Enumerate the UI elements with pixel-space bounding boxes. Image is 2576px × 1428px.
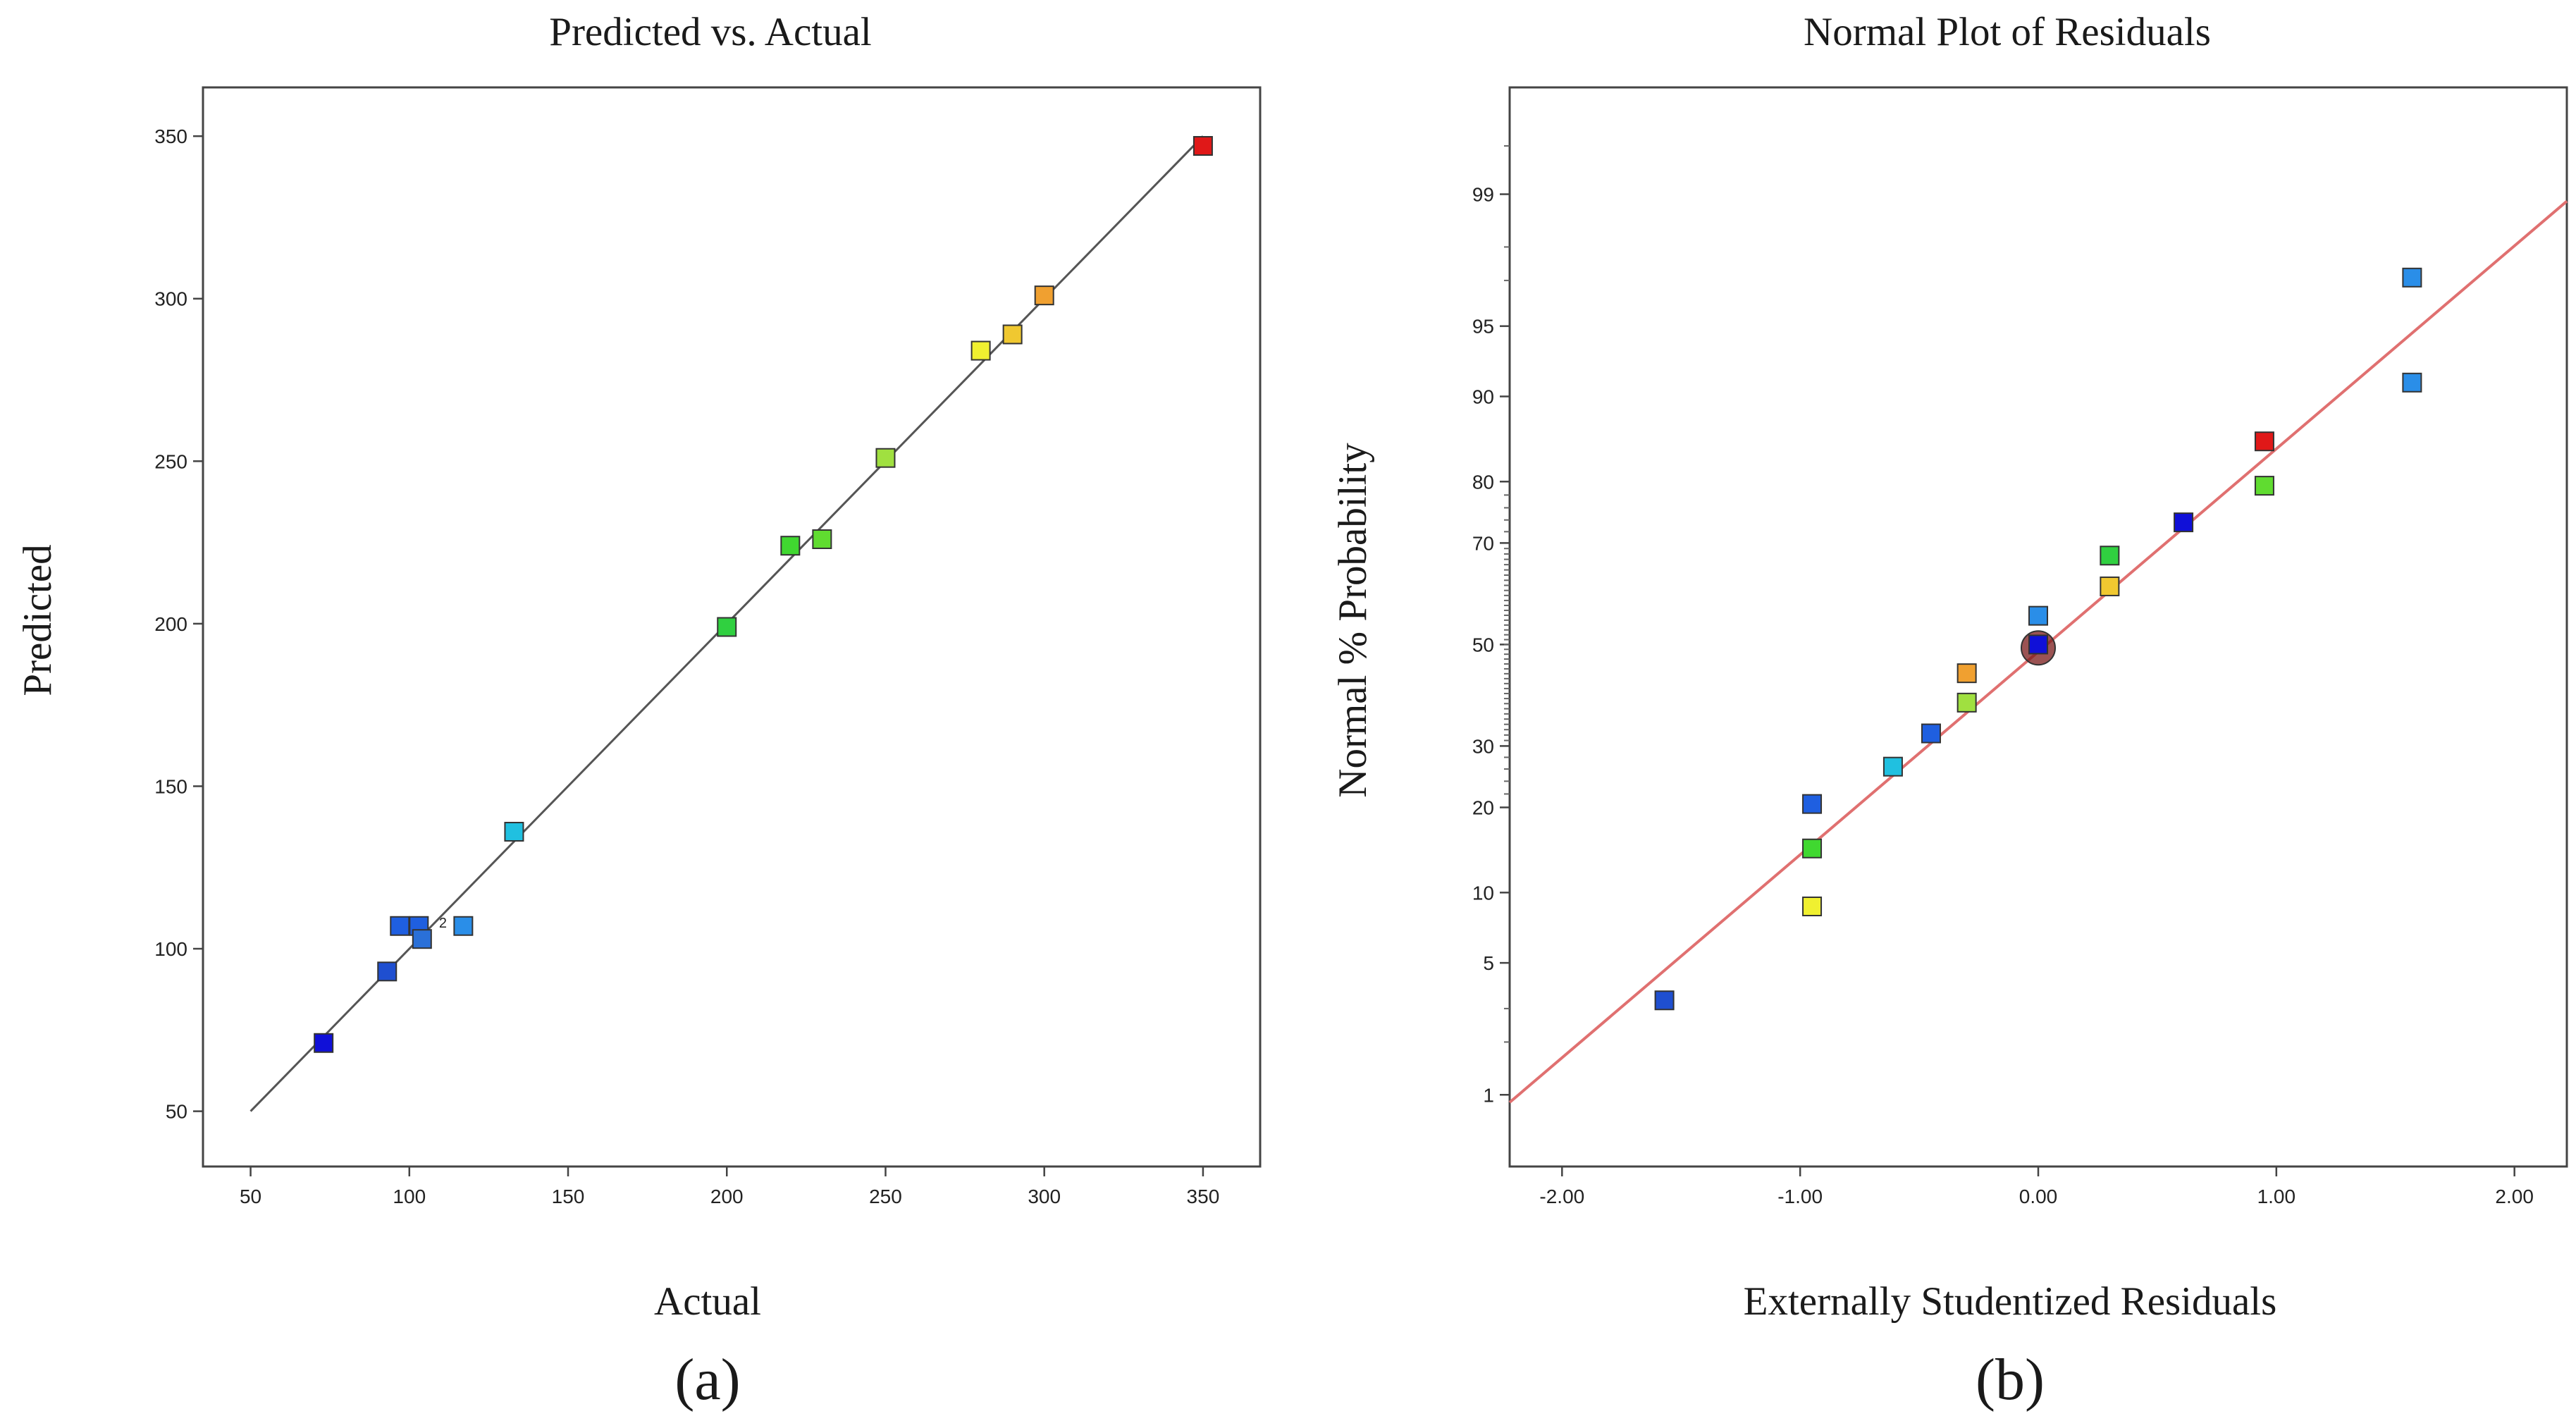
- y-tick-label: 300: [154, 288, 187, 310]
- data-point: [970, 340, 991, 361]
- y-tick-label: 5: [1483, 952, 1494, 974]
- data-point: [2028, 634, 2048, 655]
- chart-a-annotations: 2: [439, 916, 447, 931]
- panel-a: Predicted vs. Actual 50 100 150 200 250 300 35…: [16, 10, 1262, 1412]
- data-point: [504, 822, 524, 842]
- data-point: [1002, 324, 1023, 345]
- y-tick-label: 50: [1472, 634, 1494, 655]
- data-point: [453, 916, 474, 936]
- data-point: [390, 916, 410, 936]
- y-tick-label: 80: [1472, 471, 1494, 493]
- chart-b-xlabel: Externally Studentized Residuals: [1744, 1279, 2277, 1324]
- x-tick-label: 250: [869, 1186, 902, 1207]
- data-point: [1654, 990, 1675, 1011]
- chart-a-ticks: 50 100 150 200 250 300 350 50 100 150 200 250 300 350: [154, 125, 1219, 1207]
- chart-b-panel-label: (b): [1976, 1347, 2045, 1412]
- chart-b-title: Normal Plot of Residuals: [1804, 10, 2211, 54]
- y-tick-label: 100: [154, 938, 187, 960]
- x-tick-label: -2.00: [1539, 1186, 1584, 1207]
- y-tick-label: 200: [154, 613, 187, 635]
- chart-a-panel-label: (a): [674, 1347, 740, 1412]
- y-tick-label: 50: [166, 1101, 187, 1123]
- data-point: [780, 536, 801, 556]
- x-tick-label: 100: [393, 1186, 426, 1207]
- data-point: [2028, 605, 2048, 626]
- data-point: [1802, 897, 1823, 917]
- y-tick-label: 350: [154, 125, 187, 147]
- chart-b-frame: [1508, 86, 2568, 1168]
- y-tick-label: 90: [1472, 386, 1494, 407]
- y-tick-label: 20: [1472, 797, 1494, 819]
- x-tick-label: 300: [1028, 1186, 1061, 1207]
- data-point: [1882, 756, 1903, 777]
- data-point: [1956, 663, 1977, 684]
- data-point: [2100, 546, 2120, 566]
- data-point: [2254, 476, 2274, 496]
- x-tick-label: 350: [1187, 1186, 1220, 1207]
- x-tick-label: 1.00: [2257, 1186, 2296, 1207]
- data-point: [1956, 692, 1977, 713]
- y-tick-label: 30: [1472, 735, 1494, 757]
- data-point: [2100, 576, 2120, 596]
- chart-b-ticks: -2.00 -1.00 0.00 1.00 2.00 1 5 10 20 30 50 70 80 90 95…: [1472, 145, 2534, 1207]
- data-point: [2254, 431, 2274, 452]
- y-tick-label: 99: [1472, 184, 1494, 206]
- data-point: [1802, 838, 1823, 858]
- data-point: [1193, 136, 1213, 156]
- panel-b: Normal Plot of Residuals -2.00 -1.00 0.00 1…: [1331, 10, 2568, 1412]
- y-tick-label: 250: [154, 450, 187, 472]
- data-point: [717, 617, 737, 637]
- x-tick-label: -1.00: [1777, 1186, 1823, 1207]
- data-point: [1034, 285, 1054, 306]
- y-tick-label: 1: [1483, 1084, 1494, 1106]
- data-point: [2174, 512, 2194, 533]
- chart-a-title: Predicted vs. Actual: [549, 10, 871, 54]
- y-tick-label: 10: [1472, 882, 1494, 904]
- chart-a-xlabel: Actual: [654, 1279, 761, 1324]
- y-tick-label: 150: [154, 775, 187, 797]
- data-point: [377, 961, 398, 982]
- point-count-label: 2: [439, 916, 447, 931]
- chart-b-ylabel: Normal % Probability: [1331, 443, 1375, 798]
- data-point: [2402, 267, 2422, 288]
- data-point: [314, 1033, 334, 1053]
- data-point: [1921, 723, 1941, 744]
- data-point: [1802, 794, 1823, 814]
- data-point: [412, 929, 432, 949]
- x-tick-label: 2.00: [2495, 1186, 2534, 1207]
- x-tick-label: 0.00: [2019, 1186, 2058, 1207]
- x-tick-label: 150: [552, 1186, 585, 1207]
- x-tick-label: 200: [710, 1186, 744, 1207]
- chart-a-ylabel: Predicted: [16, 544, 60, 696]
- y-tick-label: 95: [1472, 316, 1494, 338]
- chart-a-points: [314, 136, 1213, 1053]
- data-point: [2402, 372, 2422, 393]
- y-tick-label: 70: [1472, 532, 1494, 554]
- data-point: [812, 529, 832, 549]
- data-point: [875, 448, 896, 468]
- x-tick-label: 50: [240, 1186, 261, 1207]
- chart-b-points: [1654, 267, 2422, 1011]
